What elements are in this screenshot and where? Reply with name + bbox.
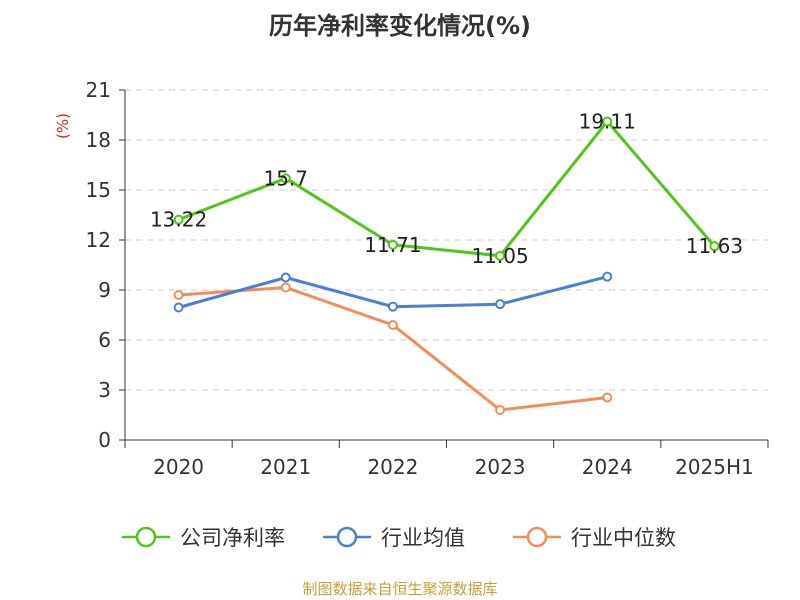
- legend-label: 行业中位数: [571, 526, 676, 550]
- data-label: 19.11: [579, 110, 636, 134]
- data-label: 13.22: [150, 208, 207, 232]
- data-label: 11.71: [364, 233, 421, 257]
- legend-label: 行业均值: [381, 526, 465, 550]
- series-2: [173, 282, 613, 415]
- x-tick-label: 2024: [582, 455, 633, 479]
- chart-title: 历年净利率变化情况(%): [269, 12, 531, 40]
- y-tick-label: 0: [98, 428, 111, 452]
- data-point: [280, 282, 291, 293]
- legend-swatch-marker: [526, 526, 548, 548]
- x-tick-label: 2021: [260, 455, 311, 479]
- legend: 公司净利率 行业均值 行业中位数: [122, 526, 676, 550]
- y-tick-label: 6: [98, 328, 111, 352]
- data-labels: 13.22 15.7 11.71 11.05 19.11 11.63: [150, 110, 743, 268]
- x-tick-label: 2022: [367, 455, 418, 479]
- legend-label: 公司净利率: [180, 526, 285, 550]
- legend-item: 公司净利率: [122, 526, 285, 550]
- data-label: 11.63: [686, 234, 743, 258]
- data-point: [387, 239, 398, 250]
- data-label: 15.7: [263, 166, 308, 190]
- data-point: [495, 299, 506, 310]
- data-point: [173, 214, 184, 225]
- data-point: [709, 241, 720, 252]
- legend-item: 行业均值: [323, 526, 465, 550]
- y-tick-label: 15: [86, 178, 111, 202]
- x-tick-label: 2020: [153, 455, 204, 479]
- legend-swatch-marker: [135, 526, 157, 548]
- y-tick-label: 18: [86, 128, 111, 152]
- y-tick-label: 9: [98, 278, 111, 302]
- data-point: [280, 173, 291, 184]
- y-tick-label: 12: [86, 228, 111, 252]
- series-0: [173, 116, 720, 261]
- data-point: [495, 250, 506, 261]
- axes: 0 3 6 9 12 15 18 21 2020 2021 2022 2023 2024 2025H1: [86, 78, 769, 479]
- grid-lines: [125, 89, 768, 391]
- legend-item: 行业中位数: [513, 526, 676, 550]
- y-axis-label: (%): [54, 113, 72, 139]
- data-point: [280, 272, 291, 283]
- data-point: [602, 271, 613, 282]
- y-tick-label: 21: [86, 78, 111, 102]
- data-point: [387, 320, 398, 330]
- legend-swatch-marker: [336, 526, 358, 548]
- data-point: [173, 302, 184, 313]
- x-tick-label: 2025H1: [675, 455, 754, 479]
- source-note: 制图数据来自恒生聚源数据库: [302, 580, 497, 598]
- data-point: [602, 116, 613, 127]
- data-point: [495, 405, 506, 415]
- x-tick-label: 2023: [475, 455, 526, 479]
- series-layer: [173, 116, 720, 415]
- data-label: 11.05: [471, 244, 528, 268]
- data-point: [387, 301, 398, 312]
- data-point: [602, 392, 613, 403]
- series-line: [178, 120, 716, 258]
- y-tick-label: 3: [98, 378, 111, 402]
- data-point: [173, 290, 184, 300]
- series-1: [173, 271, 613, 313]
